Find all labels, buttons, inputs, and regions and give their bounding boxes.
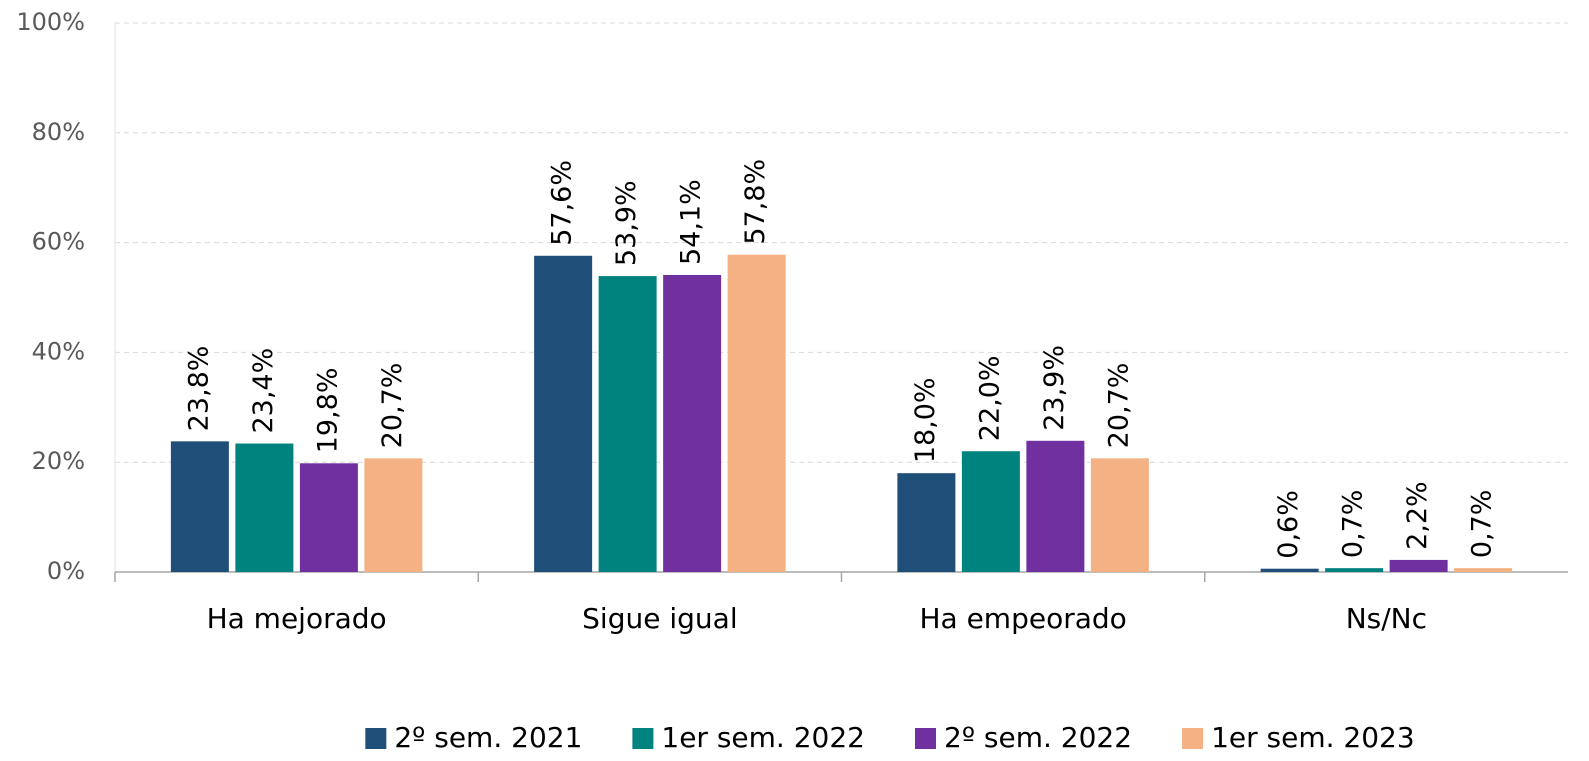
- value-label: 0,6%: [1273, 490, 1304, 559]
- legend-label: 2º sem. 2022: [944, 721, 1132, 754]
- bar: [299, 463, 358, 572]
- legend-label: 1er sem. 2022: [661, 721, 865, 754]
- bar: [663, 274, 722, 572]
- legend-swatch: [1182, 728, 1204, 749]
- value-label: 0,7%: [1467, 490, 1498, 559]
- value-label: 57,8%: [740, 159, 771, 245]
- value-label: 53,9%: [611, 180, 642, 266]
- value-label: 2,2%: [1402, 481, 1433, 550]
- legend-swatch: [632, 728, 654, 749]
- bar: [364, 458, 423, 572]
- bar: [170, 441, 229, 572]
- legend-swatch: [915, 728, 936, 749]
- bar: [1090, 458, 1149, 572]
- value-label: 18,0%: [910, 377, 941, 463]
- y-tick-label: 0%: [47, 557, 85, 585]
- y-tick-label: 20%: [32, 447, 85, 475]
- bar: [235, 443, 294, 572]
- value-label: 57,6%: [547, 160, 578, 246]
- bar: [1325, 568, 1384, 572]
- x-tick-label: Sigue igual: [582, 602, 737, 635]
- value-label: 54,1%: [676, 179, 707, 265]
- bar: [1389, 559, 1448, 572]
- y-tick-label: 40%: [32, 337, 85, 365]
- bar: [1454, 568, 1513, 572]
- legend-label: 1er sem. 2023: [1211, 721, 1415, 754]
- x-tick-label: Ha mejorado: [207, 602, 387, 635]
- x-tick-label: Ns/Nc: [1346, 602, 1427, 635]
- bar: [897, 473, 956, 572]
- value-label: 22,0%: [974, 355, 1005, 441]
- legend-label: 2º sem. 2021: [394, 721, 582, 754]
- value-label: 23,9%: [1039, 345, 1070, 431]
- value-label: 23,4%: [248, 348, 279, 434]
- value-label: 0,7%: [1338, 490, 1369, 559]
- value-label: 20,7%: [1103, 363, 1134, 449]
- bar: [534, 255, 593, 572]
- y-tick-label: 80%: [32, 118, 85, 146]
- value-label: 23,8%: [183, 346, 214, 432]
- value-label: 20,7%: [377, 363, 408, 449]
- bar: [598, 276, 657, 572]
- y-tick-label: 100%: [16, 8, 85, 36]
- legend-swatch: [365, 728, 387, 749]
- bar: [1026, 440, 1085, 572]
- bar: [961, 451, 1020, 572]
- value-label: 19,8%: [312, 368, 343, 454]
- bar: [727, 254, 786, 573]
- y-tick-label: 60%: [32, 228, 85, 256]
- bar: [1260, 568, 1319, 572]
- x-tick-label: Ha empeorado: [919, 602, 1126, 635]
